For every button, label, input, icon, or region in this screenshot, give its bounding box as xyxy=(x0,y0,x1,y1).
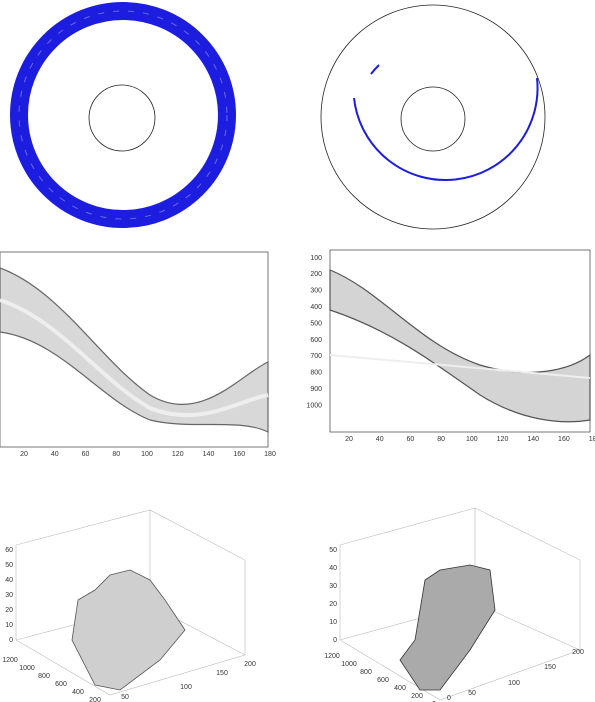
tick-label: 50 xyxy=(468,690,476,697)
tick-label: 900 xyxy=(310,386,322,393)
tick-label: 100 xyxy=(180,684,192,691)
tick-label: 10 xyxy=(5,622,13,629)
tick-label: 200 xyxy=(572,649,584,656)
tick-label: 100 xyxy=(466,436,478,443)
tick-label: 1000 xyxy=(306,402,322,409)
tick-label: 200 xyxy=(89,697,101,702)
tick-label: 1000 xyxy=(19,665,35,672)
tick-label: 400 xyxy=(394,685,406,692)
tick-label: 200 xyxy=(244,661,256,668)
tick-label: 20 xyxy=(5,607,13,614)
tick-label: 800 xyxy=(38,673,50,680)
tick-label: 50 xyxy=(329,547,337,554)
blue-arc xyxy=(353,77,539,182)
tick-label: 1200 xyxy=(2,657,18,664)
tick-label: 800 xyxy=(310,370,322,377)
ring-texture xyxy=(18,10,228,220)
tick-label: 500 xyxy=(310,320,322,327)
tick-label: 600 xyxy=(310,337,322,344)
tick-label: 30 xyxy=(329,583,337,590)
tick-label: 200 xyxy=(411,693,423,700)
tick-label: 60 xyxy=(5,547,13,554)
tick-label: 1200 xyxy=(324,653,340,660)
surface xyxy=(399,564,496,691)
tick-label: 40 xyxy=(5,577,13,584)
tick-label: 180 xyxy=(589,436,595,443)
tick-label: 20 xyxy=(20,451,28,458)
tick-label: 0 xyxy=(9,637,13,644)
surface xyxy=(71,569,186,691)
tick-label: 40 xyxy=(51,451,59,458)
tick-label: 30 xyxy=(5,592,13,599)
tick-label: 50 xyxy=(5,562,13,569)
tick-label: 140 xyxy=(203,451,215,458)
tick-label: 150 xyxy=(544,664,556,671)
tick-label: 150 xyxy=(216,670,228,677)
tick-label: 60 xyxy=(82,451,90,458)
tick-label: 0 xyxy=(447,695,451,702)
tick-label: 10 xyxy=(329,619,337,626)
tick-label: 40 xyxy=(376,436,384,443)
tick-label: 40 xyxy=(329,565,337,572)
tick-label: 600 xyxy=(55,681,67,688)
tick-label: 120 xyxy=(497,436,509,443)
tick-label: 80 xyxy=(112,451,120,458)
tick-label: 50 xyxy=(121,694,129,701)
tick-label: 160 xyxy=(233,451,245,458)
tick-label: 400 xyxy=(72,689,84,696)
tick-label: 180 xyxy=(264,451,276,458)
tick-label: 120 xyxy=(172,451,184,458)
tick-label: 1000 xyxy=(341,661,357,668)
tick-label: 0 xyxy=(333,637,337,644)
tick-label: 0 xyxy=(432,701,436,702)
tick-label: 140 xyxy=(527,436,539,443)
tick-label: 800 xyxy=(360,669,372,676)
band-texture xyxy=(0,298,269,418)
tick-label: 100 xyxy=(141,451,153,458)
tick-label: 400 xyxy=(310,304,322,311)
tick-label: 80 xyxy=(437,436,445,443)
tick-label: 60 xyxy=(407,436,415,443)
sinusoid-band xyxy=(329,269,591,423)
tick-label: 100 xyxy=(508,680,520,687)
tick-label: 700 xyxy=(310,353,322,360)
tick-label: 160 xyxy=(558,436,570,443)
tick-label: 200 xyxy=(310,271,322,278)
band-texture xyxy=(329,354,591,379)
blue-arc xyxy=(370,64,380,75)
tick-label: 600 xyxy=(377,677,389,684)
tick-label: 100 xyxy=(310,255,322,262)
tick-label: 20 xyxy=(329,601,337,608)
inner-circle xyxy=(400,86,466,152)
tick-label: 300 xyxy=(310,288,322,295)
blue-ring xyxy=(10,2,236,228)
outer-circle xyxy=(320,4,546,230)
inner-circle xyxy=(88,84,156,152)
tick-label: 20 xyxy=(345,436,353,443)
